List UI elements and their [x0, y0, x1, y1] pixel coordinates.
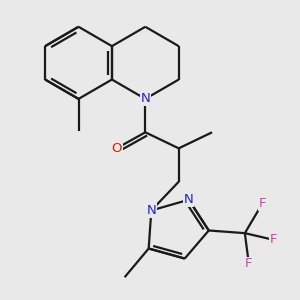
Text: N: N: [184, 193, 194, 206]
Text: N: N: [140, 92, 150, 105]
Text: F: F: [270, 233, 277, 246]
Text: N: N: [146, 204, 156, 217]
Text: O: O: [111, 142, 122, 155]
Text: F: F: [245, 257, 253, 270]
Text: F: F: [259, 197, 266, 210]
